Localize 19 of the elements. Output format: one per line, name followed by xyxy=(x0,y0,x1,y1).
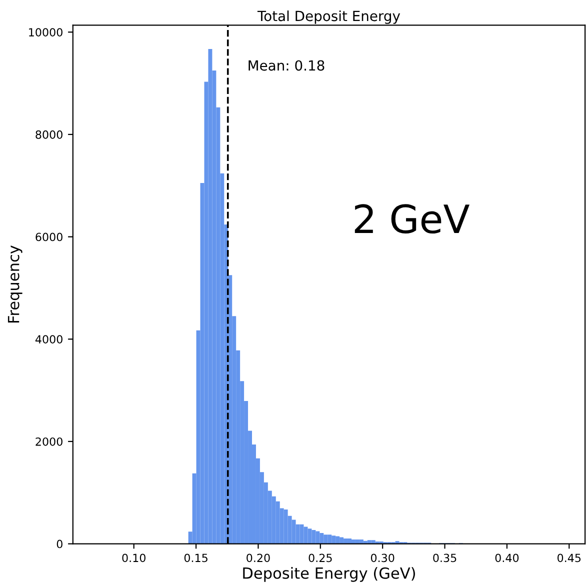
y-tick-label: 8000 xyxy=(36,130,62,139)
annotation: 2 GeV xyxy=(354,204,470,234)
x-tick-label: 0.35 xyxy=(433,554,456,562)
x-axis-title: Deposite Energy (GeV) xyxy=(243,567,415,582)
chart-title: Total Deposit Energy xyxy=(257,10,400,24)
y-tick-label: 0 xyxy=(56,540,62,548)
x-tick-label: 0.45 xyxy=(558,554,581,562)
x-tick-label: 0.25 xyxy=(308,554,332,562)
x-tick-label: 0.10 xyxy=(122,554,146,562)
y-tick-label: 4000 xyxy=(35,335,62,344)
x-tick-label: 0.15 xyxy=(184,554,208,562)
x-tick-label: 0.40 xyxy=(495,554,519,562)
x-tick-label: 0.20 xyxy=(246,554,270,562)
ref-line-label: Mean: 0.18 xyxy=(248,60,324,71)
y-tick-label: 2000 xyxy=(36,437,62,446)
x-tick-label: 0.30 xyxy=(370,554,394,562)
y-tick-label: 10000 xyxy=(29,28,62,36)
y-axis-title: Frequency xyxy=(8,246,22,322)
y-tick-label: 6000 xyxy=(36,232,62,242)
